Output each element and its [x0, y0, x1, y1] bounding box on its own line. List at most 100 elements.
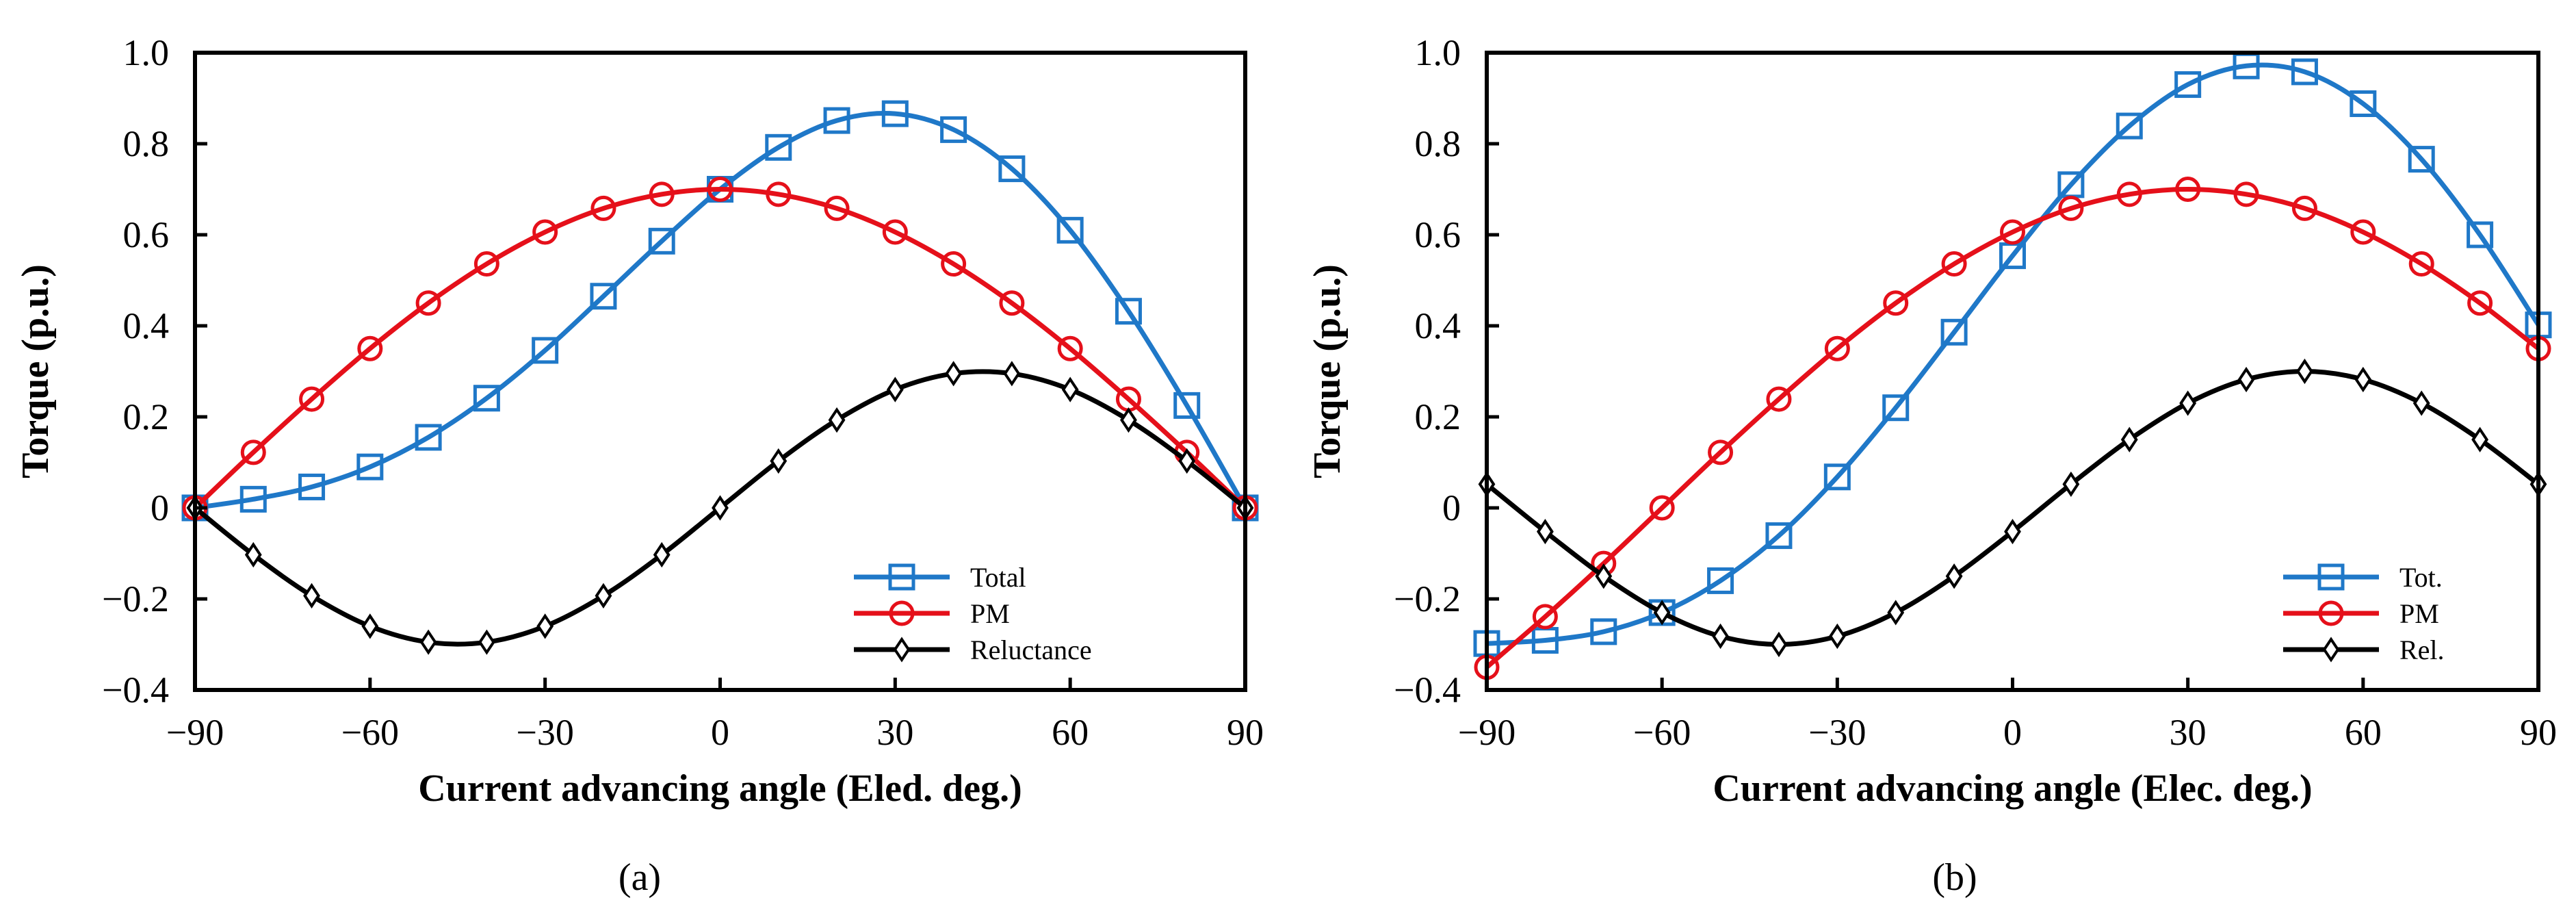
circle-marker [240, 439, 266, 465]
circle-marker [1532, 604, 1558, 630]
series-line [193, 187, 1247, 510]
square-marker [590, 283, 617, 310]
circle-marker [2350, 219, 2376, 245]
x-tick-label: 90 [2520, 712, 2557, 753]
square-marker [940, 116, 967, 143]
x-tick-label: 0 [2003, 712, 2022, 753]
series-tot [1473, 52, 2552, 657]
circle-marker [299, 386, 325, 412]
diamond-marker [1595, 563, 1613, 589]
diamond-marker [244, 541, 262, 568]
square-marker [888, 563, 915, 591]
y-tick-label: 0.4 [1415, 305, 1461, 346]
square-marker [356, 453, 384, 481]
x-axis-title: Current advancing angle (Elec. deg.) [1713, 767, 2312, 810]
square-marker [823, 107, 850, 134]
series-rel [1478, 358, 2547, 658]
diamond-marker [893, 637, 911, 663]
legend-label: Tot. [2399, 562, 2443, 593]
x-tick-label: −60 [341, 712, 399, 753]
diamond-marker [828, 407, 846, 433]
x-tick-label: 90 [1227, 712, 1264, 753]
square-marker [239, 485, 267, 513]
square-marker [1173, 392, 1201, 419]
circle-marker [2000, 219, 2025, 245]
x-tick-label: −90 [1458, 712, 1515, 753]
y-axis-title: Torque (p.u.) [14, 264, 57, 478]
circle-marker [1824, 335, 1850, 361]
y-tick-label: 0.6 [123, 214, 170, 255]
legend-entry: Total [854, 562, 1026, 593]
square-marker [532, 337, 559, 364]
circle-marker [2058, 195, 2084, 221]
diamond-marker [536, 613, 554, 639]
circle-marker [766, 181, 792, 207]
circle-marker [590, 195, 616, 221]
circle-marker [1649, 495, 1675, 521]
diamond-marker [2471, 426, 2489, 452]
y-tick-label: 1.0 [123, 32, 170, 73]
y-tick-label: 1.0 [1415, 32, 1461, 73]
square-marker [1765, 522, 1793, 550]
x-tick-label: 60 [2345, 712, 2382, 753]
y-tick-label: −0.4 [102, 669, 169, 710]
circle-marker [882, 219, 908, 245]
diamond-marker [2004, 518, 2021, 545]
diamond-marker [2296, 358, 2313, 385]
x-tick-label: −30 [516, 712, 573, 753]
diamond-marker [2179, 390, 2197, 416]
circle-marker [1883, 290, 1909, 316]
circle-marker [999, 290, 1025, 316]
legend: Total PM Reluctance [854, 562, 1092, 665]
legend-entry: PM [2283, 598, 2439, 629]
diamond-marker [595, 582, 612, 609]
y-tick-label: 0.2 [123, 396, 170, 437]
legend-label: Total [970, 562, 1026, 593]
x-tick-label: −60 [1633, 712, 1691, 753]
y-tick-label: 0 [151, 487, 169, 528]
x-axis-title: Current advancing angle (Eled. deg.) [418, 767, 1022, 810]
series-line [1485, 187, 2540, 669]
diamond-marker [361, 613, 379, 639]
circle-marker [357, 335, 383, 361]
circle-marker [2291, 195, 2317, 221]
y-tick-label: 0.4 [123, 305, 170, 346]
square-marker [2408, 146, 2435, 173]
diamond-marker [1536, 518, 1554, 545]
x-tick-label: 30 [2170, 712, 2207, 753]
legend-label: PM [970, 598, 1010, 629]
circle-marker [824, 195, 850, 221]
diamond-marker [945, 361, 963, 387]
square-marker [648, 227, 675, 255]
series-reluctance [186, 361, 1254, 655]
legend-entry: Rel. [2283, 635, 2445, 665]
diamond-marker [1770, 631, 1788, 658]
square-marker [998, 155, 1026, 183]
diamond-marker [2120, 426, 2138, 452]
chart-panel-a: −90 −60 −30 0 30 60 90 −0.4 −0.2 0 0.2 0.4 0.6 0.8 1.0… [14, 32, 1264, 899]
circle-marker [2467, 290, 2493, 316]
series-line [194, 111, 1248, 511]
diamond-marker [1712, 623, 1729, 650]
diamond-marker [419, 629, 437, 655]
square-marker [1590, 618, 1617, 645]
y-tick-label: 0.8 [1415, 123, 1461, 164]
diamond-marker [1003, 361, 1021, 387]
legend-label: Reluctance [970, 635, 1092, 665]
circle-marker [2175, 177, 2201, 202]
square-marker [881, 100, 909, 127]
diamond-marker [478, 629, 495, 655]
square-marker [2174, 71, 2202, 99]
square-marker [2291, 58, 2318, 86]
diamond-marker [2062, 471, 2080, 498]
circle-marker [2116, 181, 2142, 207]
square-marker [2116, 112, 2143, 140]
diamond-marker [2354, 366, 2372, 393]
plot-frame [193, 51, 1247, 692]
circle-marker [532, 219, 558, 245]
circle-marker [2408, 251, 2434, 277]
y-tick-label: −0.4 [1394, 669, 1461, 710]
diamond-marker [1887, 600, 1905, 626]
diamond-marker [770, 448, 788, 474]
